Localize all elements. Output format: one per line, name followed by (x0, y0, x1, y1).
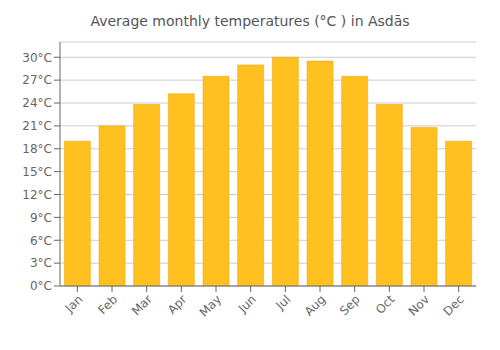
svg-text:27°C: 27°C (22, 73, 52, 87)
svg-text:Aug: Aug (302, 292, 328, 318)
svg-text:Feb: Feb (95, 292, 120, 317)
svg-text:Mar: Mar (129, 292, 155, 318)
svg-text:3°C: 3°C (30, 256, 52, 270)
svg-text:Sep: Sep (337, 292, 363, 318)
svg-text:30°C: 30°C (22, 51, 52, 65)
svg-text:21°C: 21°C (22, 119, 52, 133)
svg-text:Apr: Apr (165, 292, 190, 317)
svg-text:Jan: Jan (62, 292, 86, 316)
svg-text:15°C: 15°C (22, 165, 52, 179)
svg-text:Jun: Jun (235, 292, 259, 316)
svg-text:May: May (197, 292, 224, 319)
svg-text:12°C: 12°C (22, 188, 52, 202)
svg-text:Jul: Jul (273, 292, 294, 313)
svg-text:Oct: Oct (373, 292, 398, 317)
svg-text:Dec: Dec (440, 292, 466, 318)
svg-text:0°C: 0°C (30, 279, 52, 293)
svg-text:24°C: 24°C (22, 96, 52, 110)
svg-text:9°C: 9°C (30, 211, 52, 225)
svg-text:Nov: Nov (406, 292, 432, 318)
html-text:Average monthly temperatures (: Average monthly temperatures (°C ) in As… (90, 13, 410, 29)
svg-text:18°C: 18°C (22, 142, 52, 156)
svg-text:6°C: 6°C (30, 234, 52, 248)
